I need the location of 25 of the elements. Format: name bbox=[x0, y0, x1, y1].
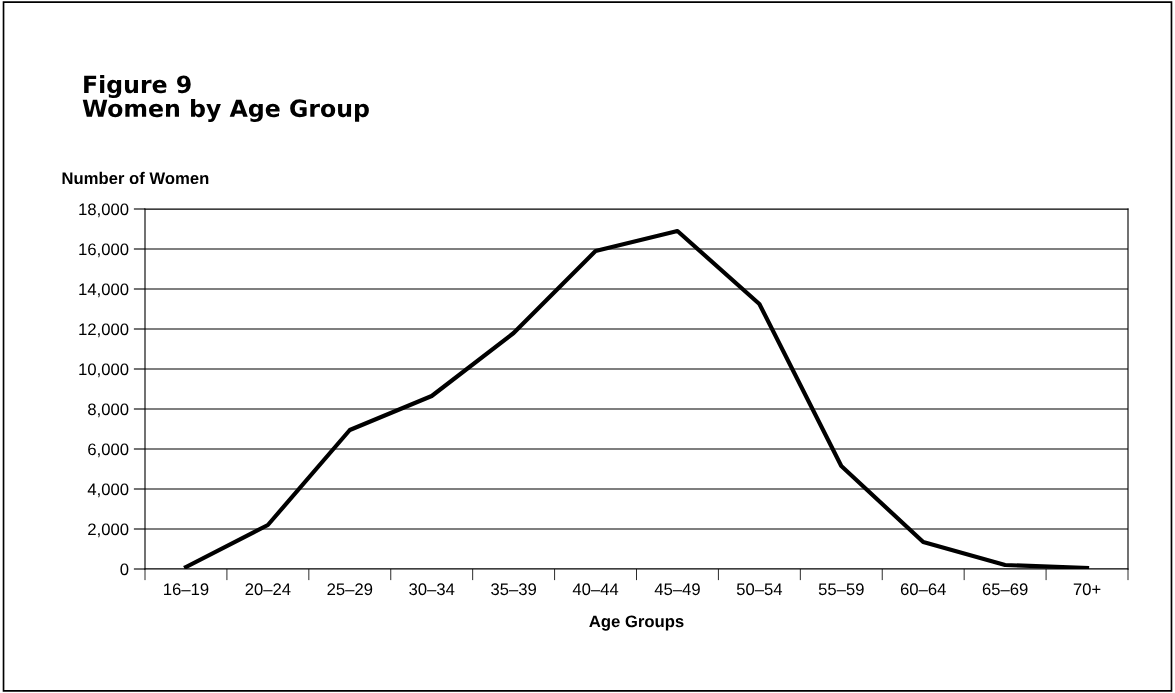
x-tick-label: 25–29 bbox=[327, 583, 373, 596]
x-axis-title: Age Groups bbox=[589, 615, 684, 631]
y-tick-label: 16,000 bbox=[79, 243, 129, 258]
x-tick-label: 30–34 bbox=[409, 583, 455, 596]
x-tick-label: 45–49 bbox=[654, 583, 700, 596]
x-tick-label: 70+ bbox=[1073, 583, 1101, 596]
x-tick-label: 40–44 bbox=[572, 583, 619, 596]
x-tick-label: 65–69 bbox=[982, 583, 1028, 596]
y-tick-label: 10,000 bbox=[79, 363, 129, 378]
y-tick-label: 14,000 bbox=[79, 283, 129, 298]
chart-title: Figure 9 Women by Age Group bbox=[82, 75, 369, 122]
y-tick-label: 2,000 bbox=[88, 523, 129, 538]
x-tick-label: 60–64 bbox=[900, 583, 946, 596]
x-tick-label: 35–39 bbox=[491, 583, 537, 596]
x-tick-label: 16–19 bbox=[164, 583, 209, 596]
y-tick-label: 4,000 bbox=[87, 483, 129, 498]
y-tick-label: 18,000 bbox=[79, 203, 129, 218]
x-tick-label: 50–54 bbox=[736, 583, 783, 596]
y-tick-label: 12,000 bbox=[79, 323, 129, 338]
x-tick-label: 20–24 bbox=[245, 583, 291, 596]
y-axis-title: Number of Women bbox=[62, 171, 209, 185]
y-tick-label: 8,000 bbox=[88, 403, 129, 418]
y-tick-label: 0 bbox=[120, 563, 129, 576]
y-tick-label: 6,000 bbox=[88, 443, 129, 458]
x-tick-label: 55–59 bbox=[818, 583, 864, 596]
